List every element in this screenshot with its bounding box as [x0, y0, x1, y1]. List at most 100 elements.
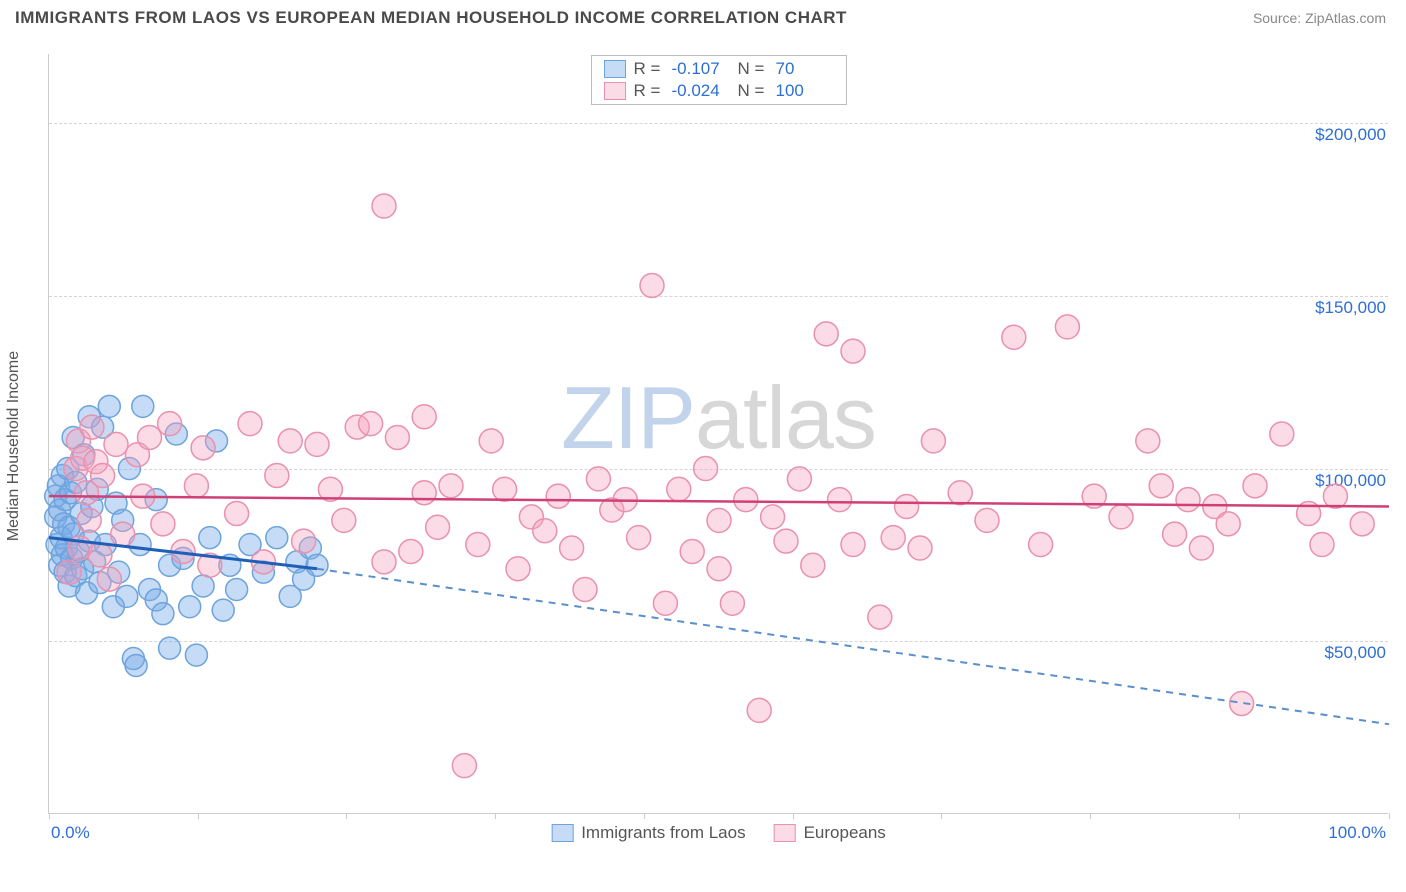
data-point [266, 527, 288, 549]
data-point [694, 457, 718, 481]
data-point [841, 533, 865, 557]
data-point [332, 508, 356, 532]
data-point [493, 477, 517, 501]
data-point [1055, 315, 1079, 339]
header: IMMIGRANTS FROM LAOS VS EUROPEAN MEDIAN … [0, 0, 1406, 36]
data-point [452, 754, 476, 778]
x-tick-mark [198, 813, 199, 819]
data-point [734, 488, 758, 512]
data-point [653, 591, 677, 615]
data-point [828, 488, 852, 512]
data-point [152, 603, 174, 625]
x-tick-mark [495, 813, 496, 819]
trend-line-extrapolated [317, 569, 1389, 724]
legend-item-europeans: Europeans [774, 823, 886, 843]
data-point [426, 515, 450, 539]
data-point [1310, 533, 1334, 557]
data-point [88, 543, 112, 567]
data-point [1149, 474, 1173, 498]
legend-row-laos: R = -0.107 N = 70 [592, 58, 846, 80]
data-point [238, 412, 262, 436]
data-point [814, 322, 838, 346]
data-point [138, 425, 162, 449]
data-point [125, 654, 147, 676]
data-point [265, 463, 289, 487]
data-point [466, 533, 490, 557]
swatch-europeans-icon [774, 824, 796, 842]
data-point [179, 596, 201, 618]
data-point [305, 432, 329, 456]
data-point [506, 557, 530, 581]
data-point [132, 395, 154, 417]
x-tick-mark [1090, 813, 1091, 819]
data-point [1243, 474, 1267, 498]
data-point [91, 463, 115, 487]
data-point [533, 519, 557, 543]
data-point [1189, 536, 1213, 560]
data-point [212, 599, 234, 621]
data-point [1002, 325, 1026, 349]
chart-title: IMMIGRANTS FROM LAOS VS EUROPEAN MEDIAN … [15, 8, 847, 28]
data-point [412, 481, 436, 505]
data-point [372, 550, 396, 574]
data-point [57, 560, 81, 584]
data-point [667, 477, 691, 501]
data-point [151, 512, 175, 536]
data-point [1109, 505, 1133, 529]
data-point [98, 395, 120, 417]
x-tick-mark [644, 813, 645, 819]
x-tick-mark [793, 813, 794, 819]
data-point [439, 474, 463, 498]
data-point [278, 429, 302, 453]
data-point [787, 467, 811, 491]
data-point [159, 637, 181, 659]
data-point [573, 577, 597, 601]
x-tick-mark [1239, 813, 1240, 819]
data-point [372, 194, 396, 218]
x-tick-label: 100.0% [1328, 823, 1386, 843]
legend-row-europeans: R = -0.024 N = 100 [592, 80, 846, 102]
y-axis-label: Median Household Income [5, 351, 23, 541]
data-point [761, 505, 785, 529]
x-tick-mark [346, 813, 347, 819]
data-point [1323, 484, 1347, 508]
data-point [774, 529, 798, 553]
data-point [1176, 488, 1200, 512]
data-point [225, 501, 249, 525]
data-point [192, 575, 214, 597]
data-point [895, 495, 919, 519]
data-point [116, 585, 138, 607]
data-point [111, 522, 135, 546]
data-point [1216, 512, 1240, 536]
data-point [1029, 533, 1053, 557]
data-point [908, 536, 932, 560]
data-point [399, 539, 423, 563]
data-point [801, 553, 825, 577]
data-point [720, 591, 744, 615]
data-point [627, 526, 651, 550]
data-point [158, 412, 182, 436]
data-point [881, 526, 905, 550]
data-point [1163, 522, 1187, 546]
data-point [77, 508, 101, 532]
swatch-europeans [604, 82, 626, 100]
data-point [560, 536, 584, 560]
data-point [841, 339, 865, 363]
data-point [680, 539, 704, 563]
data-point [412, 405, 436, 429]
data-point [948, 481, 972, 505]
data-point [191, 436, 215, 460]
data-point [546, 484, 570, 508]
data-point [199, 527, 221, 549]
data-point [1270, 422, 1294, 446]
legend-item-laos: Immigrants from Laos [551, 823, 745, 843]
data-point [385, 425, 409, 449]
series-legend: Immigrants from Laos Europeans [551, 823, 886, 843]
data-point [97, 567, 121, 591]
x-tick-mark [49, 813, 50, 819]
data-point [359, 412, 383, 436]
data-point [868, 605, 892, 629]
correlation-legend: R = -0.107 N = 70 R = -0.024 N = 100 [591, 55, 847, 105]
data-point [707, 508, 731, 532]
data-point [1136, 429, 1160, 453]
